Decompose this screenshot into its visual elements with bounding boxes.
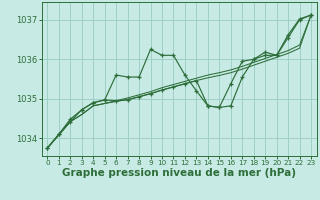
X-axis label: Graphe pression niveau de la mer (hPa): Graphe pression niveau de la mer (hPa) [62,168,296,178]
